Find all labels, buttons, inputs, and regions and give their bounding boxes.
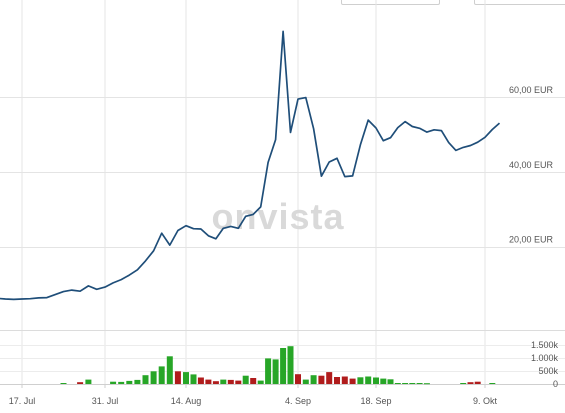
volume-bar — [198, 378, 204, 385]
x-tick-label: 17. Jul — [9, 396, 36, 406]
volume-tick-label: 1.500k — [531, 340, 559, 350]
volume-bar — [380, 379, 386, 384]
price-tick-label: 60,00 EUR — [509, 85, 554, 95]
volume-bar — [460, 383, 466, 384]
volume-bar — [365, 377, 371, 385]
price-line — [0, 31, 500, 299]
price-axis: 20,00 EUR 40,00 EUR 60,00 EUR — [509, 85, 554, 245]
volume-bar — [243, 376, 249, 384]
volume-bar — [326, 372, 332, 384]
volume-bar — [134, 380, 140, 384]
volume-bar — [475, 382, 481, 384]
volume-bar — [228, 380, 234, 384]
volume-bar — [395, 383, 401, 384]
volume-bar — [159, 366, 165, 384]
volume-tick-label: 500k — [538, 366, 558, 376]
price-tick-label: 40,00 EUR — [509, 160, 554, 170]
onvista-watermark: onvista — [211, 196, 344, 237]
volume-bar — [191, 374, 197, 384]
volume-bar — [151, 371, 157, 384]
volume-tick-label: 0 — [553, 379, 558, 389]
volume-bar — [118, 382, 124, 384]
volume-bar — [265, 358, 271, 384]
volume-bar — [288, 346, 294, 384]
volume-bar — [183, 372, 189, 384]
x-tick-label: 14. Aug — [171, 396, 202, 406]
volume-bar — [357, 377, 363, 384]
x-tick-label: 18. Sep — [360, 396, 391, 406]
volume-bar — [311, 375, 317, 384]
volume-bar — [303, 380, 309, 384]
volume-bar — [126, 381, 132, 384]
volume-bar — [318, 376, 324, 384]
price-tick-label: 20,00 EUR — [509, 235, 554, 245]
volume-bar — [235, 381, 241, 384]
volume-bar — [350, 379, 356, 384]
volume-bar — [489, 383, 495, 384]
volume-tick-label: 1.000k — [531, 353, 559, 363]
volume-bar — [417, 383, 423, 384]
volume-bar — [409, 383, 415, 384]
volume-bar — [213, 381, 219, 384]
volume-bar — [295, 374, 301, 384]
volume-bar — [334, 377, 340, 384]
volume-bar — [250, 378, 256, 384]
volume-bar — [468, 382, 474, 384]
volume-bar — [373, 378, 379, 385]
volume-bar — [167, 356, 173, 384]
volume-bar — [205, 380, 211, 384]
grid-lines — [0, 0, 565, 385]
x-tick-label: 4. Sep — [285, 396, 311, 406]
volume-bar — [280, 348, 286, 384]
volume-bar — [220, 380, 226, 384]
volume-bar — [77, 382, 83, 384]
volume-bar — [110, 382, 116, 384]
volume-bar — [402, 383, 408, 384]
volume-series — [61, 346, 496, 384]
x-tick-label: 31. Jul — [92, 396, 119, 406]
volume-bar — [61, 383, 67, 384]
volume-axis: 0 500k 1.000k 1.500k — [531, 340, 559, 389]
x-axis: 17. Jul 31. Jul 14. Aug 4. Sep 18. Sep 9. Okt — [9, 384, 498, 406]
price-series — [0, 31, 500, 299]
volume-bar — [388, 379, 394, 384]
volume-bar — [273, 359, 279, 384]
volume-bar — [424, 383, 430, 384]
volume-bar — [258, 381, 264, 384]
volume-bar — [175, 371, 181, 384]
volume-bar — [342, 377, 348, 385]
x-tick-label: 9. Okt — [473, 396, 498, 406]
volume-bar — [143, 375, 149, 384]
volume-bar — [85, 380, 91, 384]
